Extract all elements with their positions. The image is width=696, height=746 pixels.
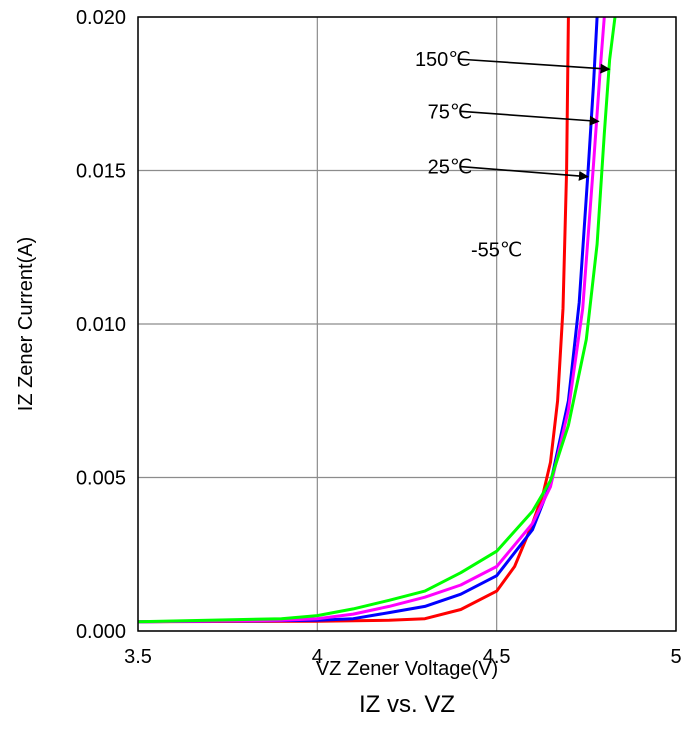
annotation-label: 25℃	[428, 157, 473, 179]
chart-title: IZ vs. VZ	[359, 691, 455, 718]
annotations: 150℃ 75℃ 25℃ -55℃	[415, 49, 611, 261]
grid-lines	[137, 16, 677, 632]
y-axis-title: IZ Zener Current(A)	[15, 237, 37, 411]
annotation-label: 150℃	[415, 49, 471, 71]
plot-frame	[137, 16, 677, 632]
y-tick-label: 0.000	[76, 621, 126, 643]
x-tick-label: 4.5	[483, 646, 511, 668]
y-tick-label: 0.020	[76, 7, 126, 29]
series-line	[137, 16, 570, 624]
annotation-arrow	[460, 165, 589, 181]
series-line	[137, 16, 617, 624]
y-tick-label: 0.015	[76, 161, 126, 183]
tick-labels: 3.5 4 4.5 5 0.000 0.005 0.010 0.015 0.020	[76, 7, 682, 668]
y-tick-label: 0.005	[76, 468, 126, 490]
series-lines	[137, 16, 617, 624]
series-line	[137, 16, 606, 624]
annotation-label: -55℃	[471, 239, 522, 261]
x-axis-title: VZ Zener Voltage(V)	[316, 658, 498, 680]
annotation-label: 75℃	[428, 101, 473, 123]
annotation-arrow	[458, 58, 611, 74]
x-tick-label: 3.5	[124, 646, 152, 668]
x-tick-label: 5	[670, 646, 681, 668]
series-line	[137, 16, 599, 624]
x-tick-label: 4	[312, 646, 323, 668]
annotation-arrow	[460, 110, 600, 126]
y-tick-label: 0.010	[76, 314, 126, 336]
